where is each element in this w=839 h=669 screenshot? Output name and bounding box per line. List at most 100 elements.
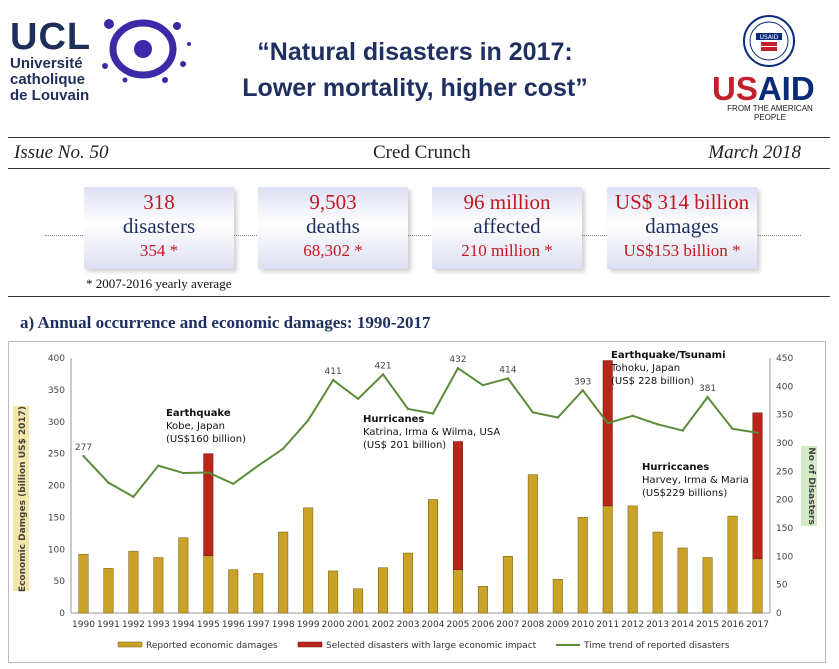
trend-point [506, 377, 510, 380]
annotation-text: (US$ 201 billion) [363, 440, 446, 451]
usaid-word-us: US [712, 70, 758, 107]
y-tick-label-left: 300 [48, 418, 65, 428]
bar-reported-damages [752, 558, 763, 614]
x-tick-label: 2005 [446, 620, 469, 630]
trend-point [756, 431, 759, 434]
y-tick-label-left: 200 [48, 482, 65, 492]
trend-point [531, 411, 535, 414]
x-tick-label: 2012 [621, 620, 644, 630]
bar-reported-damages [253, 573, 264, 614]
usaid-word-aid: AID [757, 70, 815, 107]
trend-point [232, 482, 235, 485]
y-tick-label-right: 350 [776, 411, 793, 421]
bar-reported-damages [403, 552, 414, 614]
y-tick-label-left: 350 [48, 386, 65, 396]
bar-reported-damages [602, 505, 613, 614]
x-tick-label: 2007 [496, 620, 519, 630]
stat-label: affected [473, 214, 541, 238]
ucl-line-1: Université [10, 55, 83, 72]
x-tick-label: 2017 [746, 620, 769, 630]
ucl-line-2: catholique [10, 71, 86, 88]
x-tick-label: 2013 [646, 620, 669, 630]
x-tick-label: 1996 [222, 620, 245, 630]
y-axis-title-left: Economic Damges (billion US$ 2017) [18, 406, 28, 592]
bar-reported-damages [203, 555, 214, 614]
y-tick-label-right: 450 [776, 354, 793, 364]
bar-reported-damages [727, 515, 738, 614]
ucl-line-3: de Louvain [10, 87, 90, 104]
trend-point [706, 395, 709, 399]
y-tick-label-right: 50 [776, 581, 788, 591]
stats-divider [45, 235, 801, 236]
trend-point [606, 421, 609, 425]
annotation-text: Katrina, Irma & Wilma, USA [363, 427, 500, 438]
x-tick-label: 1991 [97, 620, 120, 630]
trend-point-label: 277 [75, 443, 92, 453]
bar-selected-disasters [602, 360, 613, 507]
stat-label: deaths [306, 214, 360, 238]
trend-point-label: 411 [325, 367, 342, 377]
stat-card-disasters: 318 disasters 354 * [84, 187, 234, 269]
bar-reported-damages [477, 585, 488, 614]
trend-point [481, 384, 485, 387]
section-rule [8, 296, 830, 297]
trend-point-label: 381 [699, 384, 716, 394]
y-tick-label-left: 400 [48, 354, 65, 364]
x-tick-label: 2002 [372, 620, 395, 630]
usaid-tagline: FROM THE AMERICAN PEOPLE [727, 104, 813, 122]
stat-value: 96 million [463, 190, 551, 214]
trend-point [207, 471, 210, 474]
annotation-text: Tohoku, Japan [610, 363, 680, 374]
y-axis-title-bg-right [801, 446, 817, 526]
page-title: “Natural disasters in 2017: Lower mortal… [205, 34, 625, 106]
ucl-wordmark: UCL Université catholique de Louvain [10, 18, 105, 104]
bar-reported-damages [78, 554, 89, 614]
stat-average: 354 * [139, 241, 179, 260]
trend-point [306, 419, 310, 422]
bar-reported-damages [702, 557, 713, 614]
bar-reported-damages [427, 499, 438, 614]
annotation-text: Hurriccanes [642, 462, 709, 473]
y-tick-label-right: 400 [776, 382, 793, 392]
bar-reported-damages [527, 474, 538, 614]
x-tick-label: 2001 [347, 620, 370, 630]
bar-reported-damages [677, 547, 688, 614]
trend-point [631, 414, 634, 417]
y-tick-label-left: 100 [48, 545, 65, 555]
bar-reported-damages [228, 569, 239, 614]
y-tick-label-left: 150 [48, 513, 65, 523]
title-line-2: Lower mortality, higher cost” [242, 74, 588, 102]
bar-reported-damages [103, 568, 114, 614]
x-tick-label: 1994 [172, 620, 195, 630]
bar-reported-damages [128, 550, 139, 614]
trend-point [182, 471, 185, 475]
y-tick-label-right: 100 [776, 552, 793, 562]
trend-point [157, 464, 160, 467]
trend-point-label: 414 [499, 365, 516, 375]
trend-point [107, 481, 110, 484]
chart-frame [8, 341, 826, 663]
y-axis-title-bg-left [13, 406, 29, 591]
trend-point [82, 454, 85, 458]
x-tick-label: 2004 [422, 620, 445, 630]
x-tick-label: 2010 [571, 620, 594, 630]
bar-reported-damages [353, 588, 364, 614]
bar-reported-damages [328, 570, 339, 614]
trend-point-label: 393 [574, 377, 591, 387]
annotation-text: (US$ 228 billion) [611, 376, 694, 387]
x-tick-label: 1998 [272, 620, 295, 630]
legend-label-selected: Selected disasters with large economic i… [326, 641, 537, 651]
bar-reported-damages [552, 578, 563, 614]
bar-selected-disasters [452, 441, 463, 570]
stat-average: 210 million * [461, 241, 553, 260]
x-tick-label: 1992 [122, 620, 145, 630]
ucl-splash-logo [102, 19, 191, 83]
trend-point [556, 416, 560, 419]
bar-reported-damages [577, 517, 588, 614]
trend-point [456, 367, 460, 370]
header-rule-bottom [8, 168, 830, 169]
x-tick-label: 2003 [397, 620, 420, 630]
legend-label-trend: Time trend of reported disasters [583, 641, 730, 651]
x-tick-label: 2016 [721, 620, 744, 630]
y-tick-label-right: 200 [776, 496, 793, 506]
